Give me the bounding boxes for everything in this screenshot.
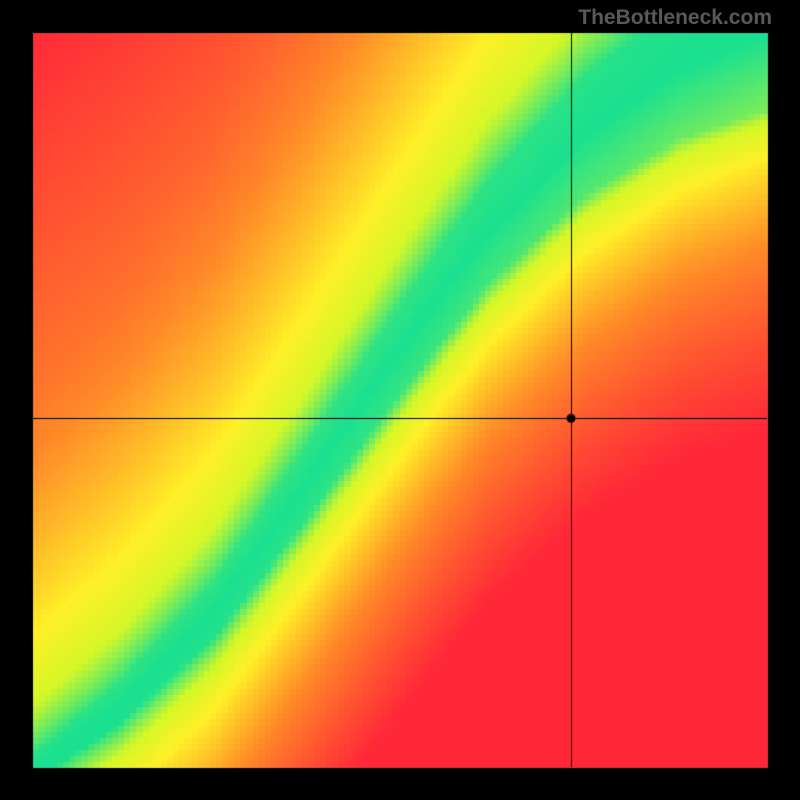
watermark-label: TheBottleneck.com (578, 6, 772, 30)
bottleneck-heatmap-canvas (0, 0, 800, 800)
chart-container: TheBottleneck.com (0, 0, 800, 800)
